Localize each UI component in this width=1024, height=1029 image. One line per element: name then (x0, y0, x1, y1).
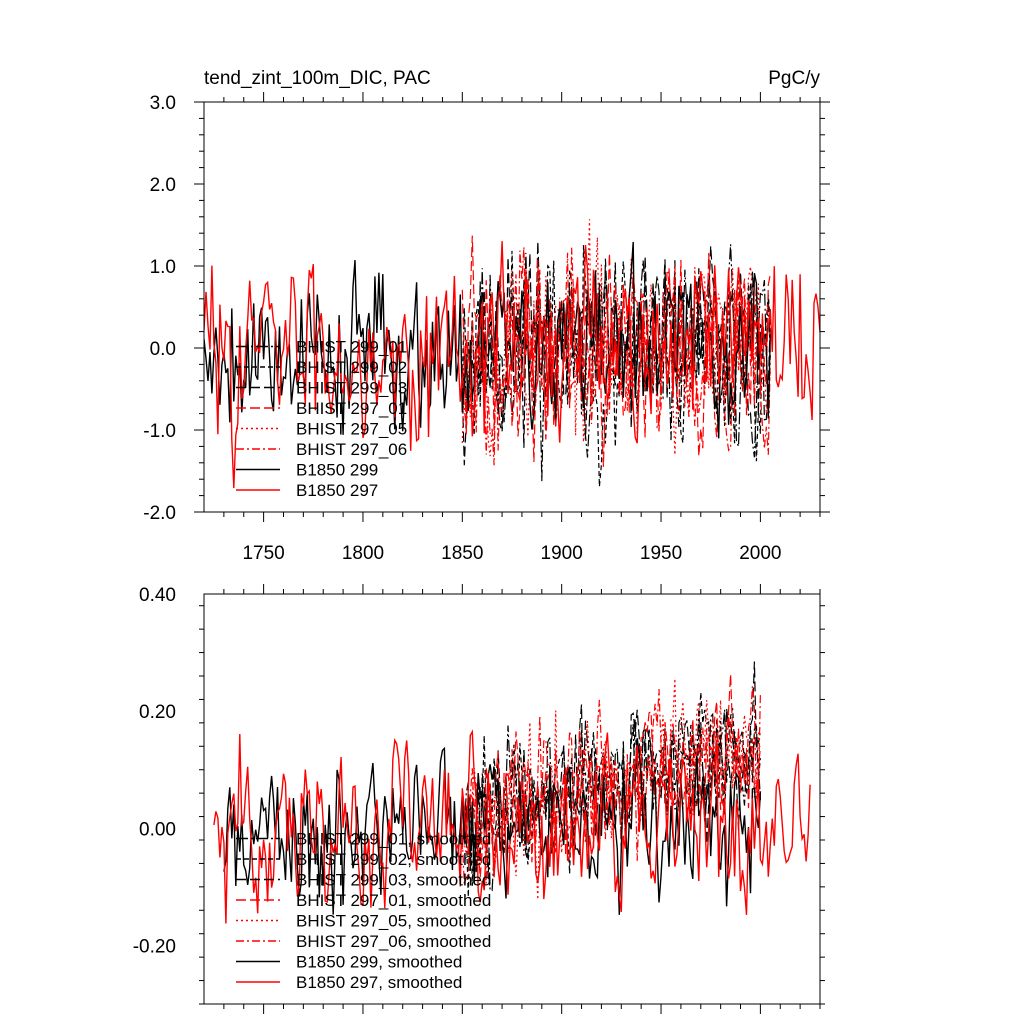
top-panel: tend_zint_100m_DIC, PAC PgC/y 1750 1800 18… (143, 68, 830, 564)
legend-label: BHIST 297_01 (296, 399, 407, 418)
y-tick-label: 1.0 (150, 257, 176, 278)
legend-label: BHIST 297_06 (296, 440, 407, 459)
x-tick-label: 1850 (441, 543, 483, 564)
x-tick-label: 1750 (242, 543, 284, 564)
series-line-b1850-297 (204, 241, 820, 489)
series-line-bhist-299-02-smoothed (461, 692, 761, 897)
series-line-b1850-297-smoothed (213, 729, 811, 924)
legend-label: B1850 297 (296, 481, 378, 500)
bottom-panel-series (213, 661, 811, 924)
plot-frame (203, 101, 821, 513)
series-line-b1850-299-smoothed (223, 738, 762, 915)
legend-label: B1850 299, smoothed (296, 953, 462, 972)
legend-label: B1850 299 (296, 461, 378, 480)
x-tick-label: 1950 (640, 543, 682, 564)
y-tick-label: 0.0 (150, 339, 176, 360)
y-tick-label: 0.20 (139, 702, 176, 723)
legend-label: BHIST 299_03, smoothed (296, 871, 491, 890)
legend-label: BHIST 297_05, smoothed (296, 912, 491, 931)
top-panel-series (204, 219, 820, 489)
legend-label: BHIST 297_06, smoothed (296, 932, 491, 951)
top-panel-units: PgC/y (768, 68, 820, 89)
top-panel-axes: 1750 1800 1850 1900 1950 2000 -2.0 -1.0 0.0 1.0 2.… (143, 92, 830, 564)
y-tick-label: 0.00 (139, 819, 176, 840)
legend-label: BHIST 297_05 (296, 420, 407, 439)
y-tick-label: -2.0 (143, 503, 176, 524)
y-tick-label: 3.0 (150, 93, 176, 114)
legend-label: BHIST 299_02, smoothed (296, 850, 491, 869)
legend-label: BHIST 299_01, smoothed (296, 830, 491, 849)
x-tick-label: 1800 (342, 543, 384, 564)
y-tick-label: 0.40 (139, 585, 176, 606)
x-tick-label: 2000 (739, 543, 781, 564)
bottom-panel-axes: -0.20 0.00 0.20 0.40 (133, 584, 825, 1014)
series-line-bhist-297-05-smoothed (461, 678, 761, 900)
legend-label: BHIST 299_01 (296, 338, 407, 357)
y-tick-label: 2.0 (150, 175, 176, 196)
x-tick-label: 1900 (541, 543, 583, 564)
y-tick-label: -1.0 (143, 421, 176, 442)
legend-label: BHIST 299_02 (296, 358, 407, 377)
series-line-b1850-299 (204, 241, 771, 439)
legend-label: BHIST 297_01, smoothed (296, 891, 491, 910)
bottom-panel: -0.20 0.00 0.20 0.40 BHIST 299_01, smoothed… (133, 584, 825, 1014)
legend-label: BHIST 299_03 (296, 379, 407, 398)
series-line-bhist-297-06-smoothed (461, 686, 761, 885)
legend-label: B1850 297, smoothed (296, 973, 462, 992)
plot-frame (203, 593, 821, 1005)
y-tick-label: -0.20 (133, 936, 176, 957)
top-panel-title: tend_zint_100m_DIC, PAC (204, 68, 431, 89)
